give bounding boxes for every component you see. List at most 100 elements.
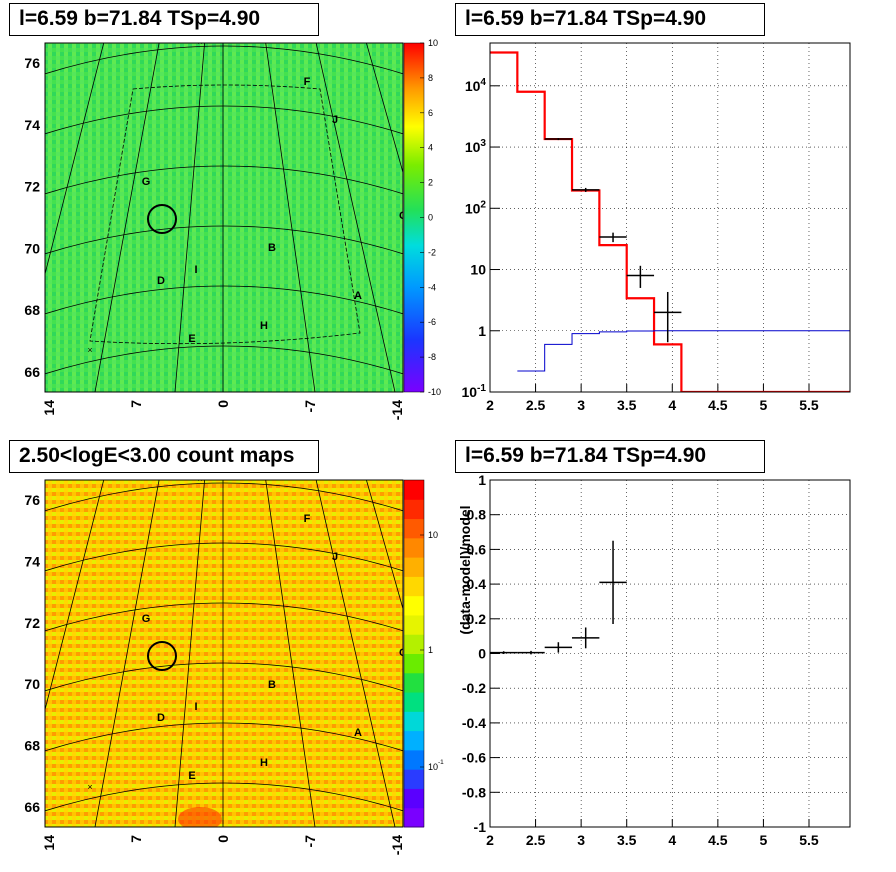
colorbar-step	[404, 614, 424, 635]
colorbar-step	[404, 672, 424, 693]
longitude-line	[315, 480, 396, 827]
cross-marker: ×	[197, 474, 202, 484]
y-tick-label: 0.8	[467, 507, 487, 523]
map-x-tick: 7	[128, 400, 144, 408]
ratio-point	[572, 627, 600, 649]
map-x-tick: -7	[302, 835, 318, 848]
map-y-tick: 76	[24, 55, 40, 71]
map-x-tick: -14	[389, 835, 405, 855]
latitude-arc	[45, 285, 403, 315]
latitude-arc	[35, 843, 413, 872]
roi-boundary	[89, 84, 361, 345]
data-point	[654, 291, 682, 343]
colorbar-step	[404, 730, 424, 751]
map-x-tick: 14	[41, 835, 57, 851]
x-tick-label: 3.5	[617, 832, 637, 848]
residual-map-overlay: A B C D E F G H I J × ×	[35, 37, 413, 437]
latitude-arc	[45, 782, 403, 812]
longitude-line	[94, 43, 160, 392]
map-y-tick: 74	[24, 117, 40, 133]
count-map-overlay: A B C D E F G H I J × ×	[35, 474, 413, 872]
x-tick-label: 5	[760, 832, 768, 848]
colorbar-step	[404, 518, 424, 539]
longitude-line	[45, 43, 105, 276]
ratio-point	[517, 650, 545, 655]
region-label-h: H	[260, 320, 268, 332]
count-map-area	[45, 480, 403, 827]
colorbar-tick-label: -6	[428, 317, 436, 327]
x-tick-label: 5	[760, 397, 768, 413]
cross-marker: ×	[197, 37, 202, 47]
longitude-line	[315, 43, 396, 392]
region-label-f: F	[304, 76, 311, 88]
map-y-tick: 74	[24, 553, 40, 569]
map-y-tick: 70	[24, 676, 40, 692]
latitude-arc	[45, 345, 403, 375]
colorbar-tick-label: 6	[428, 108, 433, 118]
ratio-point	[544, 642, 573, 653]
y-tick-label: 0	[478, 646, 486, 662]
source-circle	[147, 641, 177, 671]
region-label-a: A	[354, 290, 362, 302]
colorbar-step	[404, 692, 424, 712]
x-tick-label: 2.5	[526, 832, 546, 848]
colorbar-tick-label: -8	[428, 352, 436, 362]
y-tick-label: 0.6	[467, 541, 487, 557]
y-tick-label: -0.8	[462, 784, 486, 800]
residual-map-title: l=6.59 b=71.84 TSp=4.90	[9, 3, 319, 36]
map-y-tick: 72	[24, 179, 40, 195]
latitude-arc	[45, 602, 403, 632]
y-tick-label: -1	[474, 819, 487, 835]
region-label-a: A	[354, 727, 362, 739]
y-tick-label: 0.2	[467, 611, 487, 627]
cross-marker: ×	[87, 782, 92, 792]
spectrum-panel: 2 2.5 3 3.5 4 4.5 5 5.5 10-1 1 10 102 103 104	[461, 42, 851, 413]
data-point	[599, 232, 627, 243]
colorbar-tick-label: 10	[428, 38, 438, 48]
region-label-e: E	[188, 770, 195, 782]
data-point	[572, 187, 600, 192]
y-tick-label: 103	[465, 138, 487, 155]
latitude-arc	[45, 45, 403, 75]
colorbar-step	[404, 749, 424, 770]
colorbar-tick-label: 1	[428, 645, 433, 655]
ratio-title: l=6.59 b=71.84 TSp=4.90	[455, 440, 765, 473]
region-label-g: G	[142, 176, 151, 188]
map-y-tick: 68	[24, 302, 40, 318]
map-x-tick: -7	[302, 400, 318, 413]
map-y-tick: 68	[24, 738, 40, 754]
colorbar-step	[404, 769, 424, 789]
colorbar-tick-label: -2	[428, 247, 436, 257]
region-label-e: E	[188, 333, 195, 345]
colorbar-step	[404, 537, 424, 558]
map-x-tick: 0	[215, 400, 231, 408]
ratio-panel: 2 2.5 3 3.5 4 4.5 5 5.5 1 0.8 0.6 0.4 0.2 0 -0.2 -0.4 -…	[457, 472, 851, 848]
region-label-c: C	[399, 647, 407, 659]
spectrum-title: l=6.59 b=71.84 TSp=4.90	[455, 3, 765, 36]
x-tick-label: 4.5	[708, 397, 728, 413]
ratio-point	[599, 540, 627, 625]
region-label-d: D	[157, 275, 165, 287]
latitude-arc	[35, 406, 413, 437]
latitude-arc	[45, 542, 403, 572]
map-y-tick: 76	[24, 492, 40, 508]
x-tick-label: 2	[486, 832, 494, 848]
bright-patch	[178, 807, 222, 827]
x-tick-label: 3	[577, 397, 585, 413]
region-label-d: D	[157, 712, 165, 724]
x-tick-label: 5.5	[799, 832, 819, 848]
longitude-line	[94, 480, 160, 827]
data-point	[544, 138, 573, 141]
y-tick-label: 1	[478, 472, 486, 488]
latitude-arc	[45, 105, 403, 135]
map-y-tick: 72	[24, 615, 40, 631]
colorbar-step	[404, 807, 424, 828]
source-circle	[147, 204, 177, 234]
ratio-ylabel: (data-model)/model	[457, 505, 473, 634]
y-tick-label: -0.6	[462, 750, 486, 766]
x-tick-label: 2.5	[526, 397, 546, 413]
region-label-f: F	[304, 513, 311, 525]
count-map-title: 2.50<logE<3.00 count maps	[9, 440, 319, 473]
